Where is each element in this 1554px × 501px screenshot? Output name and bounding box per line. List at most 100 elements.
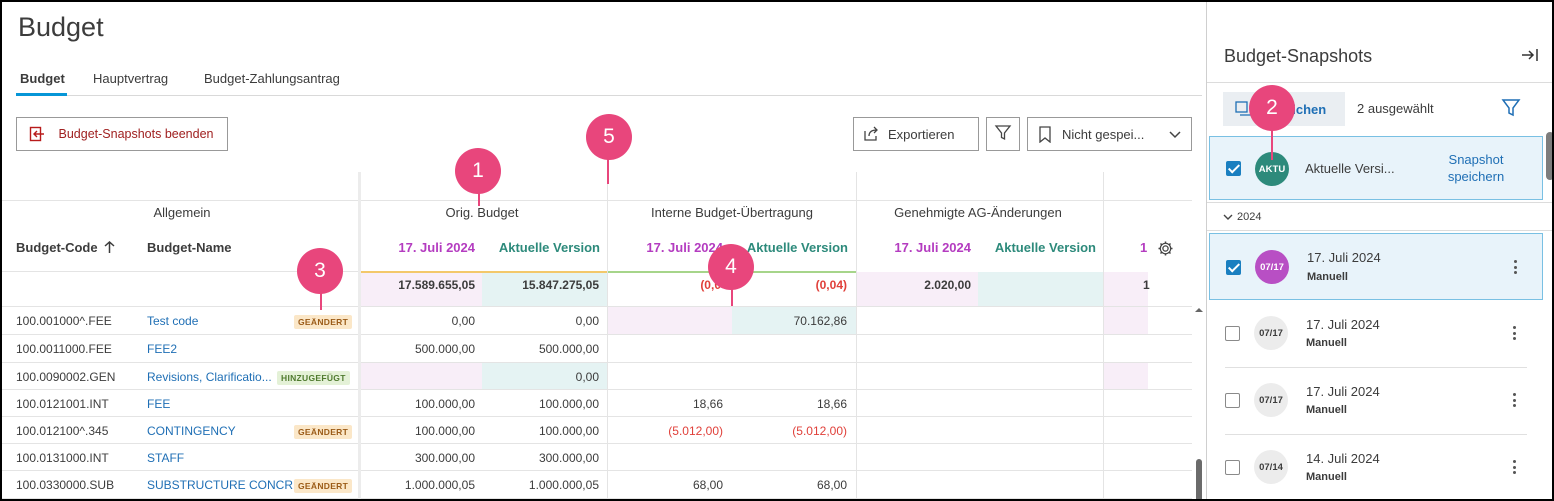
snapshot-avatar: 07/14 (1254, 450, 1288, 484)
selected-count: 2 ausgewählt (1357, 101, 1434, 116)
budget-name-link[interactable]: Test code (147, 314, 199, 328)
sort-ascending-icon (104, 241, 115, 253)
snapshot-checkbox[interactable] (1225, 326, 1240, 341)
snapshot-checkbox[interactable] (1226, 260, 1241, 275)
orig-current-cell: 0,00 (575, 314, 599, 328)
scroll-up-icon (1195, 308, 1203, 312)
changed-cell-bg (1104, 306, 1148, 334)
ibt-date-cell: 18,66 (692, 397, 723, 411)
export-button[interactable]: Exportieren (853, 117, 979, 151)
orig-current-cell: 0,00 (575, 370, 599, 384)
grid-scrollbar[interactable] (1193, 302, 1205, 499)
saved-view-label: Nicht gespei... (1062, 126, 1145, 142)
sidebar-divider (1207, 230, 1552, 231)
snapshot-type: Manuell (1306, 471, 1347, 483)
header-accent-line (360, 271, 608, 273)
added-cell-bg (482, 362, 608, 389)
grid-line (1103, 172, 1104, 499)
more-options-icon[interactable] (1506, 458, 1522, 476)
snapshot-title: 17. Juli 2024 (1306, 317, 1380, 332)
changed-cell-bg (732, 306, 856, 334)
snapshot-item[interactable]: 07/14 14. Juli 2024 Manuell (1225, 435, 1527, 499)
collapse-panel-icon[interactable] (1521, 47, 1539, 68)
current-version-title: Aktuelle Versi... (1305, 161, 1395, 176)
more-options-icon[interactable] (1506, 324, 1522, 342)
column-header-orig-date[interactable]: 17. Juli 2024 (398, 240, 475, 255)
budget-name-link[interactable]: CONTINGENCY (147, 424, 236, 438)
tab-hauptvertrag[interactable]: Hauptvertrag (93, 71, 169, 86)
callout-leader (320, 292, 322, 310)
added-cell-bg (360, 362, 482, 389)
column-header-name[interactable]: Budget-Name (147, 240, 232, 255)
grid-line (2, 498, 1192, 499)
column-header-gae-current[interactable]: Aktuelle Version (994, 240, 1096, 255)
filter-icon (994, 124, 1012, 145)
column-header-gae-date[interactable]: 17. Juli 2024 (894, 240, 971, 255)
grid-scrollbar-thumb[interactable] (1196, 459, 1202, 499)
column-header-orig-current[interactable]: Aktuelle Version (498, 240, 600, 255)
budget-name-link[interactable]: SUBSTRUCTURE CONCRE... (147, 478, 312, 492)
orig-date-cell: 1.000.000,05 (404, 478, 475, 492)
orig-date-cell: 100.000,00 (414, 424, 475, 438)
orig-date-cell: 0,00 (451, 314, 475, 328)
snapshot-sidebar: Budget-Snapshots eichen 2 ausgewählt AKT… (1206, 2, 1552, 499)
snapshot-item[interactable]: 07/17 17. Juli 2024 Manuell (1209, 233, 1543, 300)
snapshot-item[interactable]: 07/17 17. Juli 2024 Manuell (1225, 301, 1527, 367)
changed-cell-bg (608, 306, 732, 334)
filter-button[interactable] (986, 117, 1020, 151)
totals-cell-bg (978, 272, 1104, 306)
sidebar-scrollbar-thumb[interactable] (1546, 132, 1552, 180)
callout-4: 4 (708, 244, 754, 290)
snapshot-item[interactable]: 07/17 17. Juli 2024 Manuell (1225, 368, 1527, 434)
more-options-icon[interactable] (1507, 258, 1523, 276)
budget-name-link[interactable]: Revisions, Clarificatio... (147, 370, 272, 384)
current-version-checkbox[interactable] (1226, 161, 1241, 176)
saved-view-select[interactable]: Nicht gespei... (1027, 117, 1192, 151)
save-snapshot-link[interactable]: Snapshot speichern (1447, 152, 1505, 184)
totals-cell-bg (360, 272, 482, 306)
column-header-ibt-date[interactable]: 17. Juli 2024 (646, 240, 723, 255)
ibt-current-cell: 18,66 (816, 397, 847, 411)
more-options-icon[interactable] (1506, 391, 1522, 409)
column-header-partial: 1 (1140, 240, 1148, 255)
status-badge: GEÄNDERT (294, 425, 353, 439)
snapshot-type: Manuell (1306, 404, 1347, 416)
sidebar-title: Budget-Snapshots (1224, 46, 1373, 66)
snapshot-avatar: 07/17 (1255, 250, 1289, 284)
grid-line (358, 172, 361, 499)
grid-line (2, 334, 1192, 335)
budget-name-link[interactable]: STAFF (147, 451, 185, 465)
export-label: Exportieren (888, 126, 955, 142)
column-header-ibt-current[interactable]: Aktuelle Version (746, 240, 848, 255)
snapshot-checkbox[interactable] (1225, 460, 1240, 475)
sidebar-divider (1207, 202, 1552, 203)
active-tab-indicator (16, 93, 67, 96)
added-cell-bg (1104, 362, 1148, 389)
year-group-toggle[interactable]: 2024 (1223, 211, 1261, 223)
grid-line (2, 389, 1192, 390)
ibt-date-cell: 68,00 (692, 478, 723, 492)
snapshot-title: 17. Juli 2024 (1306, 384, 1380, 399)
callout-leader (478, 192, 480, 206)
column-settings-gear-icon[interactable] (1157, 240, 1174, 262)
snapshot-title: 14. Juli 2024 (1306, 451, 1380, 466)
tab-budget-zahlungsantrag[interactable]: Budget-Zahlungsantrag (204, 71, 340, 86)
budget-code-cell: 100.012100^.345 (16, 424, 109, 438)
sidebar-divider (1207, 82, 1552, 83)
totals-cell-bg (856, 272, 978, 306)
snapshot-checkbox[interactable] (1225, 393, 1240, 408)
grid-line (2, 362, 1192, 363)
callout-2: 2 (1249, 85, 1295, 131)
sidebar-filter-icon[interactable] (1501, 98, 1521, 123)
orig-current-cell: 1.000.000,05 (528, 478, 599, 492)
current-version-card[interactable]: AKTU Aktuelle Versi... Snapshot speicher… (1209, 136, 1543, 200)
budget-name-link[interactable]: FEE2 (147, 342, 178, 356)
end-snapshots-button[interactable]: Budget-Snapshots beenden (16, 117, 228, 151)
budget-name-link[interactable]: FEE (147, 397, 171, 411)
year-label: 2024 (1237, 211, 1262, 223)
column-header-code[interactable]: Budget-Code (16, 240, 115, 255)
tab-budget[interactable]: Budget (20, 71, 65, 86)
callout-leader (607, 158, 609, 184)
status-badge: HINZUGEFÜGT (277, 371, 350, 385)
orig-current-cell: 300.000,00 (538, 451, 599, 465)
